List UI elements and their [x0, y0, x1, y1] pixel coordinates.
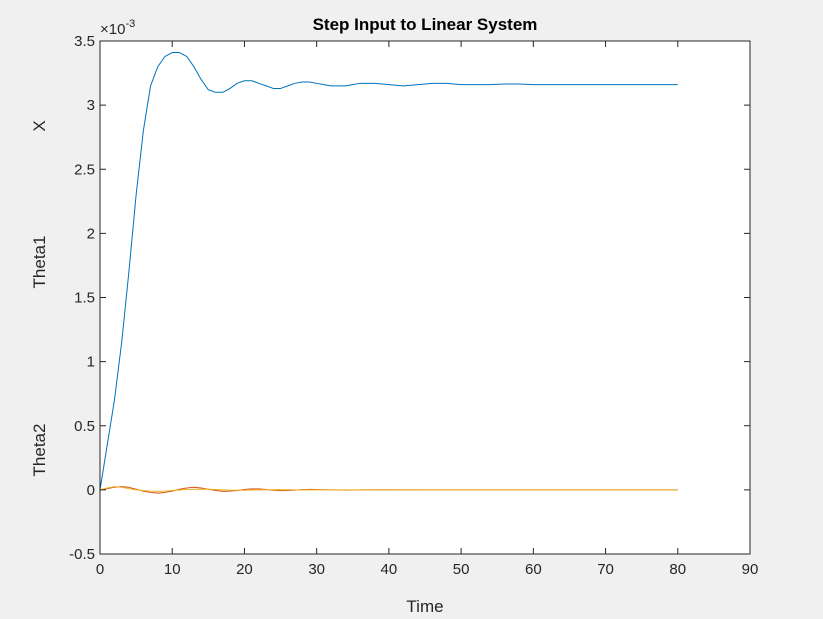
x-tick-label: 20: [236, 561, 253, 578]
y-axis-exponent: ×10-3: [100, 18, 135, 38]
y-tick-label: 2.5: [74, 161, 95, 178]
y-tick-label: 0: [87, 482, 95, 499]
tick-layer: 0 10 20 30 40 50 60 70 80 90-0.500.511.522.533.5: [69, 33, 758, 578]
x-tick-label: 40: [381, 561, 398, 578]
series-layer: [99, 52, 678, 494]
x-tick-label: 70: [597, 561, 614, 578]
chart-title: Step Input to Linear System: [313, 15, 538, 34]
x-tick-label: 50: [453, 561, 470, 578]
x-axis-label: Time: [406, 597, 443, 616]
y-axis-label-theta2: Theta2: [30, 424, 49, 477]
y-axis-label-x: X: [30, 120, 49, 131]
y-tick-label: 0.5: [74, 418, 95, 435]
x-tick-label: 80: [669, 561, 686, 578]
y-tick-label: 3: [87, 97, 95, 114]
x-tick-label: 30: [308, 561, 325, 578]
x-tick-label: 0: [96, 561, 104, 578]
y-tick-label: 1: [87, 354, 95, 371]
y-tick-label: 3.5: [74, 33, 95, 50]
y-tick-label: 2: [87, 225, 95, 242]
series-line-3: [99, 486, 678, 492]
y-axis-label-theta1: Theta1: [30, 236, 49, 289]
x-tick-label: 10: [164, 561, 181, 578]
x-tick-label: 60: [525, 561, 542, 578]
x-tick-label: 90: [742, 561, 759, 578]
y-tick-label: -0.5: [69, 546, 95, 563]
series-line-1: [99, 52, 678, 490]
y-tick-label: 1.5: [74, 290, 95, 307]
plot-area: [100, 41, 750, 554]
